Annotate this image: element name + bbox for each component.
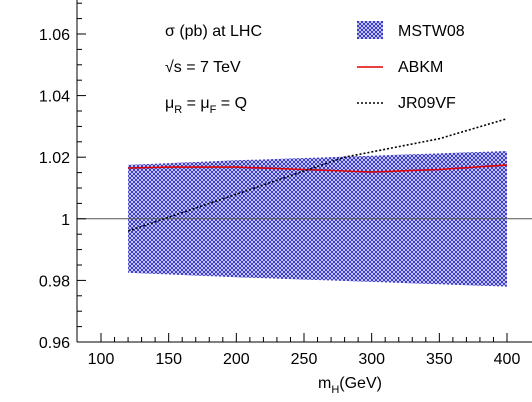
y-tick-label: 1.02 — [39, 150, 70, 167]
legend-label-mstw08: MSTW08 — [398, 23, 465, 40]
x-tick-label: 400 — [494, 351, 521, 368]
y-tick-label: 0.96 — [39, 335, 70, 352]
legend-item-jr09vf: JR09VF — [357, 95, 456, 112]
x-tick-label: 150 — [155, 351, 182, 368]
legend-label-abkm: ABKM — [398, 59, 443, 76]
annotation-process: σ (pb) at LHC — [165, 23, 262, 40]
legend-item-mstw08: MSTW08 — [357, 21, 465, 40]
legend-item-abkm: ABKM — [357, 59, 443, 76]
y-tick-label: 1 — [61, 212, 70, 229]
legend-swatch-band — [357, 21, 383, 39]
x-tick-label: 250 — [291, 351, 318, 368]
x-axis-label: mH(GeV) — [318, 375, 382, 396]
annotation-energy: √s = 7 TeV — [165, 59, 241, 76]
y-tick-label: 1.04 — [39, 89, 70, 106]
y-tick-label: 0.98 — [39, 273, 70, 290]
y-tick-label: 1.06 — [39, 27, 70, 44]
legend: MSTW08 ABKM JR09VF — [357, 21, 465, 112]
x-tick-label: 100 — [88, 351, 115, 368]
legend-label-jr09vf: JR09VF — [398, 95, 456, 112]
series-jr09vf-line — [127, 117, 508, 232]
x-tick-label: 300 — [358, 351, 385, 368]
tick-labels: 0.96 0.98 1 1.02 1.04 1.06 100 150 200 250 300 350 4… — [39, 27, 521, 368]
series-abkm-line — [128, 164, 508, 173]
axes — [76, 0, 532, 343]
x-tick-label: 200 — [223, 351, 250, 368]
x-tick-label: 350 — [426, 351, 453, 368]
annotation-scales: μR = μF = Q — [165, 95, 247, 116]
plot-area — [77, 117, 532, 287]
